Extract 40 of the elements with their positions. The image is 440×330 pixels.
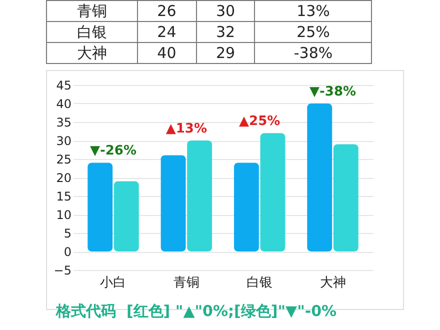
- bar: [187, 140, 212, 252]
- x-tick-label: 白银: [246, 276, 273, 290]
- y-tick-label: 40: [56, 97, 72, 111]
- x-tick-label: 小白: [100, 276, 126, 290]
- bar: [234, 162, 259, 252]
- bar: [307, 104, 332, 252]
- text: 大神: [46, 42, 138, 64]
- bar: [333, 144, 358, 252]
- annotation: ▼-26%: [90, 144, 136, 159]
- text: 40: [137, 42, 196, 64]
- y-tick-label: 15: [56, 190, 72, 204]
- bar: [114, 181, 139, 252]
- y-tick-label: 45: [56, 78, 72, 92]
- x-tick-label: 青铜: [173, 276, 200, 290]
- text: 格式代码 [红色] "▲"0%;[绿色]"▼"-0%: [56, 302, 337, 321]
- text: 13%: [254, 0, 372, 22]
- y-tick-label: 30: [56, 134, 72, 148]
- annotation: ▼-38%: [310, 84, 356, 100]
- y-tick-label: 0: [64, 245, 72, 259]
- text: 25%: [254, 22, 372, 42]
- annotation: ▲13%: [166, 122, 207, 136]
- y-tick-label: 5: [64, 226, 72, 240]
- annotation: ▲25%: [239, 114, 280, 130]
- y-tick-label: 10: [56, 208, 72, 222]
- bar: [260, 133, 286, 252]
- text: 29: [196, 42, 255, 64]
- text: 白银: [46, 22, 138, 42]
- bar: [160, 155, 186, 252]
- text: 26: [137, 0, 196, 22]
- y-tick-label: −5: [54, 264, 72, 278]
- text: 32: [196, 22, 255, 42]
- bar: [88, 162, 113, 252]
- x-tick-label: 大神: [320, 276, 346, 290]
- text: 24: [137, 22, 196, 42]
- y-tick-label: 20: [56, 171, 72, 185]
- y-tick-label: 35: [56, 116, 72, 130]
- text: 青铜: [46, 0, 138, 22]
- y-tick-label: 25: [56, 152, 72, 166]
- text: -38%: [254, 42, 372, 64]
- text: 30: [196, 0, 255, 22]
